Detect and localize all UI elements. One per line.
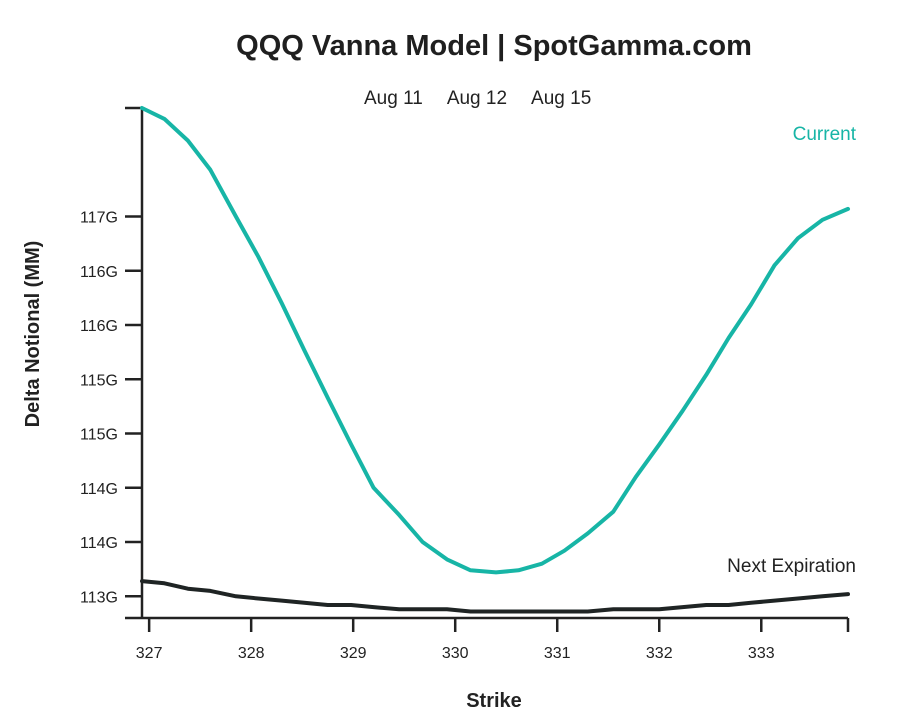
x-tick-label: 330	[442, 645, 469, 662]
x-tick-label: 327	[136, 645, 163, 662]
x-tick-label: 328	[238, 645, 265, 662]
x-axis-ticks: 327 328 329 330 331 332 333	[136, 618, 775, 662]
series-label-current: Current	[793, 124, 857, 145]
legend: Aug 11 Aug 12 Aug 15	[364, 88, 591, 110]
series-line-current	[140, 106, 850, 575]
legend-item-aug-11[interactable]: Aug 11	[364, 88, 423, 109]
y-tick-label: 114G	[80, 535, 118, 552]
x-tick-label: 333	[748, 645, 775, 662]
y-axis-ticks: 113G 114G 114G 115G 115G 116G 116G 117G	[80, 210, 142, 606]
legend-item-aug-15[interactable]: Aug 15	[531, 88, 592, 109]
axes	[125, 106, 850, 632]
y-axis-title: Delta Notional (MM)	[22, 241, 44, 428]
x-tick-label: 329	[340, 645, 367, 662]
y-tick-label: 115G	[80, 427, 118, 444]
y-tick-label: 113G	[80, 589, 118, 606]
chart-title: QQQ Vanna Model | SpotGamma.com	[236, 30, 752, 62]
series-lines: Current Next Expiration	[140, 106, 857, 614]
x-tick-label: 332	[646, 645, 673, 662]
y-tick-label: 116G	[80, 318, 118, 335]
y-tick-label: 116G	[80, 264, 118, 281]
legend-item-aug-12[interactable]: Aug 12	[446, 88, 508, 109]
y-tick-label: 115G	[80, 372, 118, 389]
y-tick-label: 114G	[80, 481, 118, 498]
y-tick-label: 117G	[80, 210, 118, 227]
x-axis-title: Strike	[466, 690, 522, 712]
series-label-next-expiration: Next Expiration	[727, 556, 856, 577]
series-line-next-expiration	[140, 579, 850, 614]
x-tick-label: 331	[544, 645, 571, 662]
